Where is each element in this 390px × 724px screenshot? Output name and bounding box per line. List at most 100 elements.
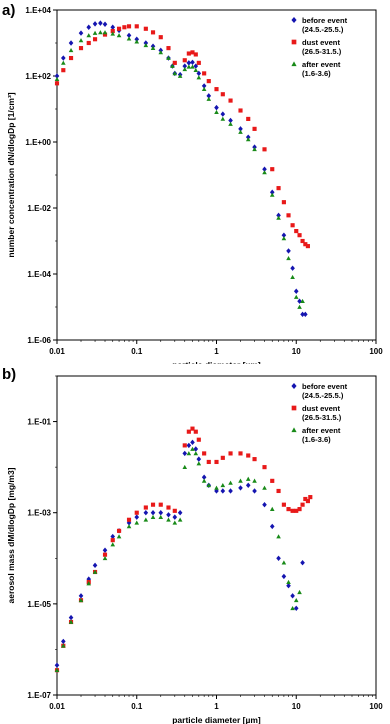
x-tick-label: 1 [214, 347, 219, 356]
data-point [276, 212, 281, 219]
plot-frame [56, 375, 377, 696]
data-point [193, 451, 199, 456]
data-point [61, 60, 66, 65]
legend-period: (1.6-3.6) [302, 69, 331, 78]
data-point [220, 111, 226, 117]
data-point [190, 59, 195, 66]
data-point [293, 605, 299, 611]
data-point [92, 21, 98, 27]
data-point [143, 517, 149, 522]
y-tick-label: 1.E-03 [27, 509, 51, 518]
data-point [281, 236, 287, 241]
legend-label: after event [302, 60, 341, 69]
data-point [294, 228, 299, 234]
legend-period: (24.5.-25.5.) [302, 25, 344, 34]
data-point [143, 26, 148, 31]
legend-marker [291, 383, 297, 389]
data-point [172, 520, 178, 525]
data-point [172, 508, 177, 513]
data-point [190, 426, 195, 431]
data-point [102, 547, 108, 553]
data-point [190, 446, 195, 451]
data-point [202, 451, 207, 456]
data-point [186, 442, 192, 449]
data-point [238, 129, 243, 134]
data-point [300, 502, 305, 507]
data-point [102, 30, 108, 35]
data-point [150, 30, 156, 35]
data-point [281, 200, 286, 205]
data-point [281, 502, 286, 507]
data-point [297, 233, 302, 238]
data-point [186, 60, 192, 66]
data-point [182, 443, 187, 448]
data-point [86, 33, 92, 38]
data-point [206, 93, 212, 99]
data-point [276, 215, 281, 220]
data-point [98, 20, 103, 26]
data-point [246, 453, 251, 458]
data-point [61, 68, 66, 73]
data-point [214, 109, 219, 115]
y-tick-label: 1.E-04 [27, 270, 51, 279]
data-point [262, 485, 267, 490]
data-point [276, 534, 281, 539]
data-point [196, 75, 202, 80]
data-point [177, 517, 183, 522]
series-before-event [54, 439, 305, 668]
data-point [134, 510, 139, 515]
x-axis-label: particle diameter [µm] [172, 360, 261, 364]
x-tick-label: 100 [369, 347, 383, 356]
y-tick-label: 1.E-01 [27, 418, 51, 427]
data-point [110, 28, 115, 34]
panel-label-b: b) [2, 366, 17, 383]
y-tick-label: 1.E+02 [25, 72, 51, 81]
legend-period: (26.5-31.5.) [302, 413, 342, 422]
data-point [286, 255, 291, 261]
data-point [190, 50, 195, 55]
data-point [78, 593, 84, 599]
data-point [158, 50, 164, 55]
legend-marker [291, 61, 297, 67]
data-point [214, 485, 219, 490]
panel-label-a: a) [2, 2, 16, 19]
data-point [293, 597, 299, 603]
data-point [150, 510, 156, 516]
data-point [252, 488, 257, 494]
data-point [202, 71, 207, 76]
data-point [214, 87, 219, 92]
data-point [252, 457, 257, 462]
data-point [172, 60, 177, 65]
y-axis-label: number concentration dN/dlogDp [1/cm³] [6, 92, 16, 257]
data-point [172, 71, 178, 76]
data-point [172, 514, 178, 520]
data-point [246, 116, 251, 122]
data-point [276, 555, 281, 561]
data-point [61, 55, 66, 61]
data-point [252, 126, 257, 131]
y-tick-label: 1.E+00 [25, 138, 51, 147]
x-tick-label: 0.01 [49, 347, 65, 356]
data-point [286, 213, 291, 218]
data-point [98, 30, 103, 35]
data-point [54, 81, 60, 86]
data-point [262, 170, 267, 175]
legend-marker [291, 17, 297, 23]
x-tick-label: 10 [292, 347, 301, 356]
y-tick-label: 1.E+04 [25, 6, 51, 15]
data-point [126, 36, 132, 41]
data-point [281, 560, 287, 565]
data-point [150, 45, 156, 50]
data-point [186, 429, 191, 434]
data-point [252, 478, 257, 483]
data-point [303, 496, 308, 502]
y-tick-label: 1.E-05 [27, 600, 51, 609]
data-point [166, 517, 171, 522]
data-point [54, 662, 60, 668]
data-point [78, 30, 84, 36]
data-point [206, 79, 211, 84]
data-point [61, 643, 66, 648]
data-point [68, 619, 74, 624]
data-point [158, 514, 164, 519]
data-point [269, 523, 275, 530]
